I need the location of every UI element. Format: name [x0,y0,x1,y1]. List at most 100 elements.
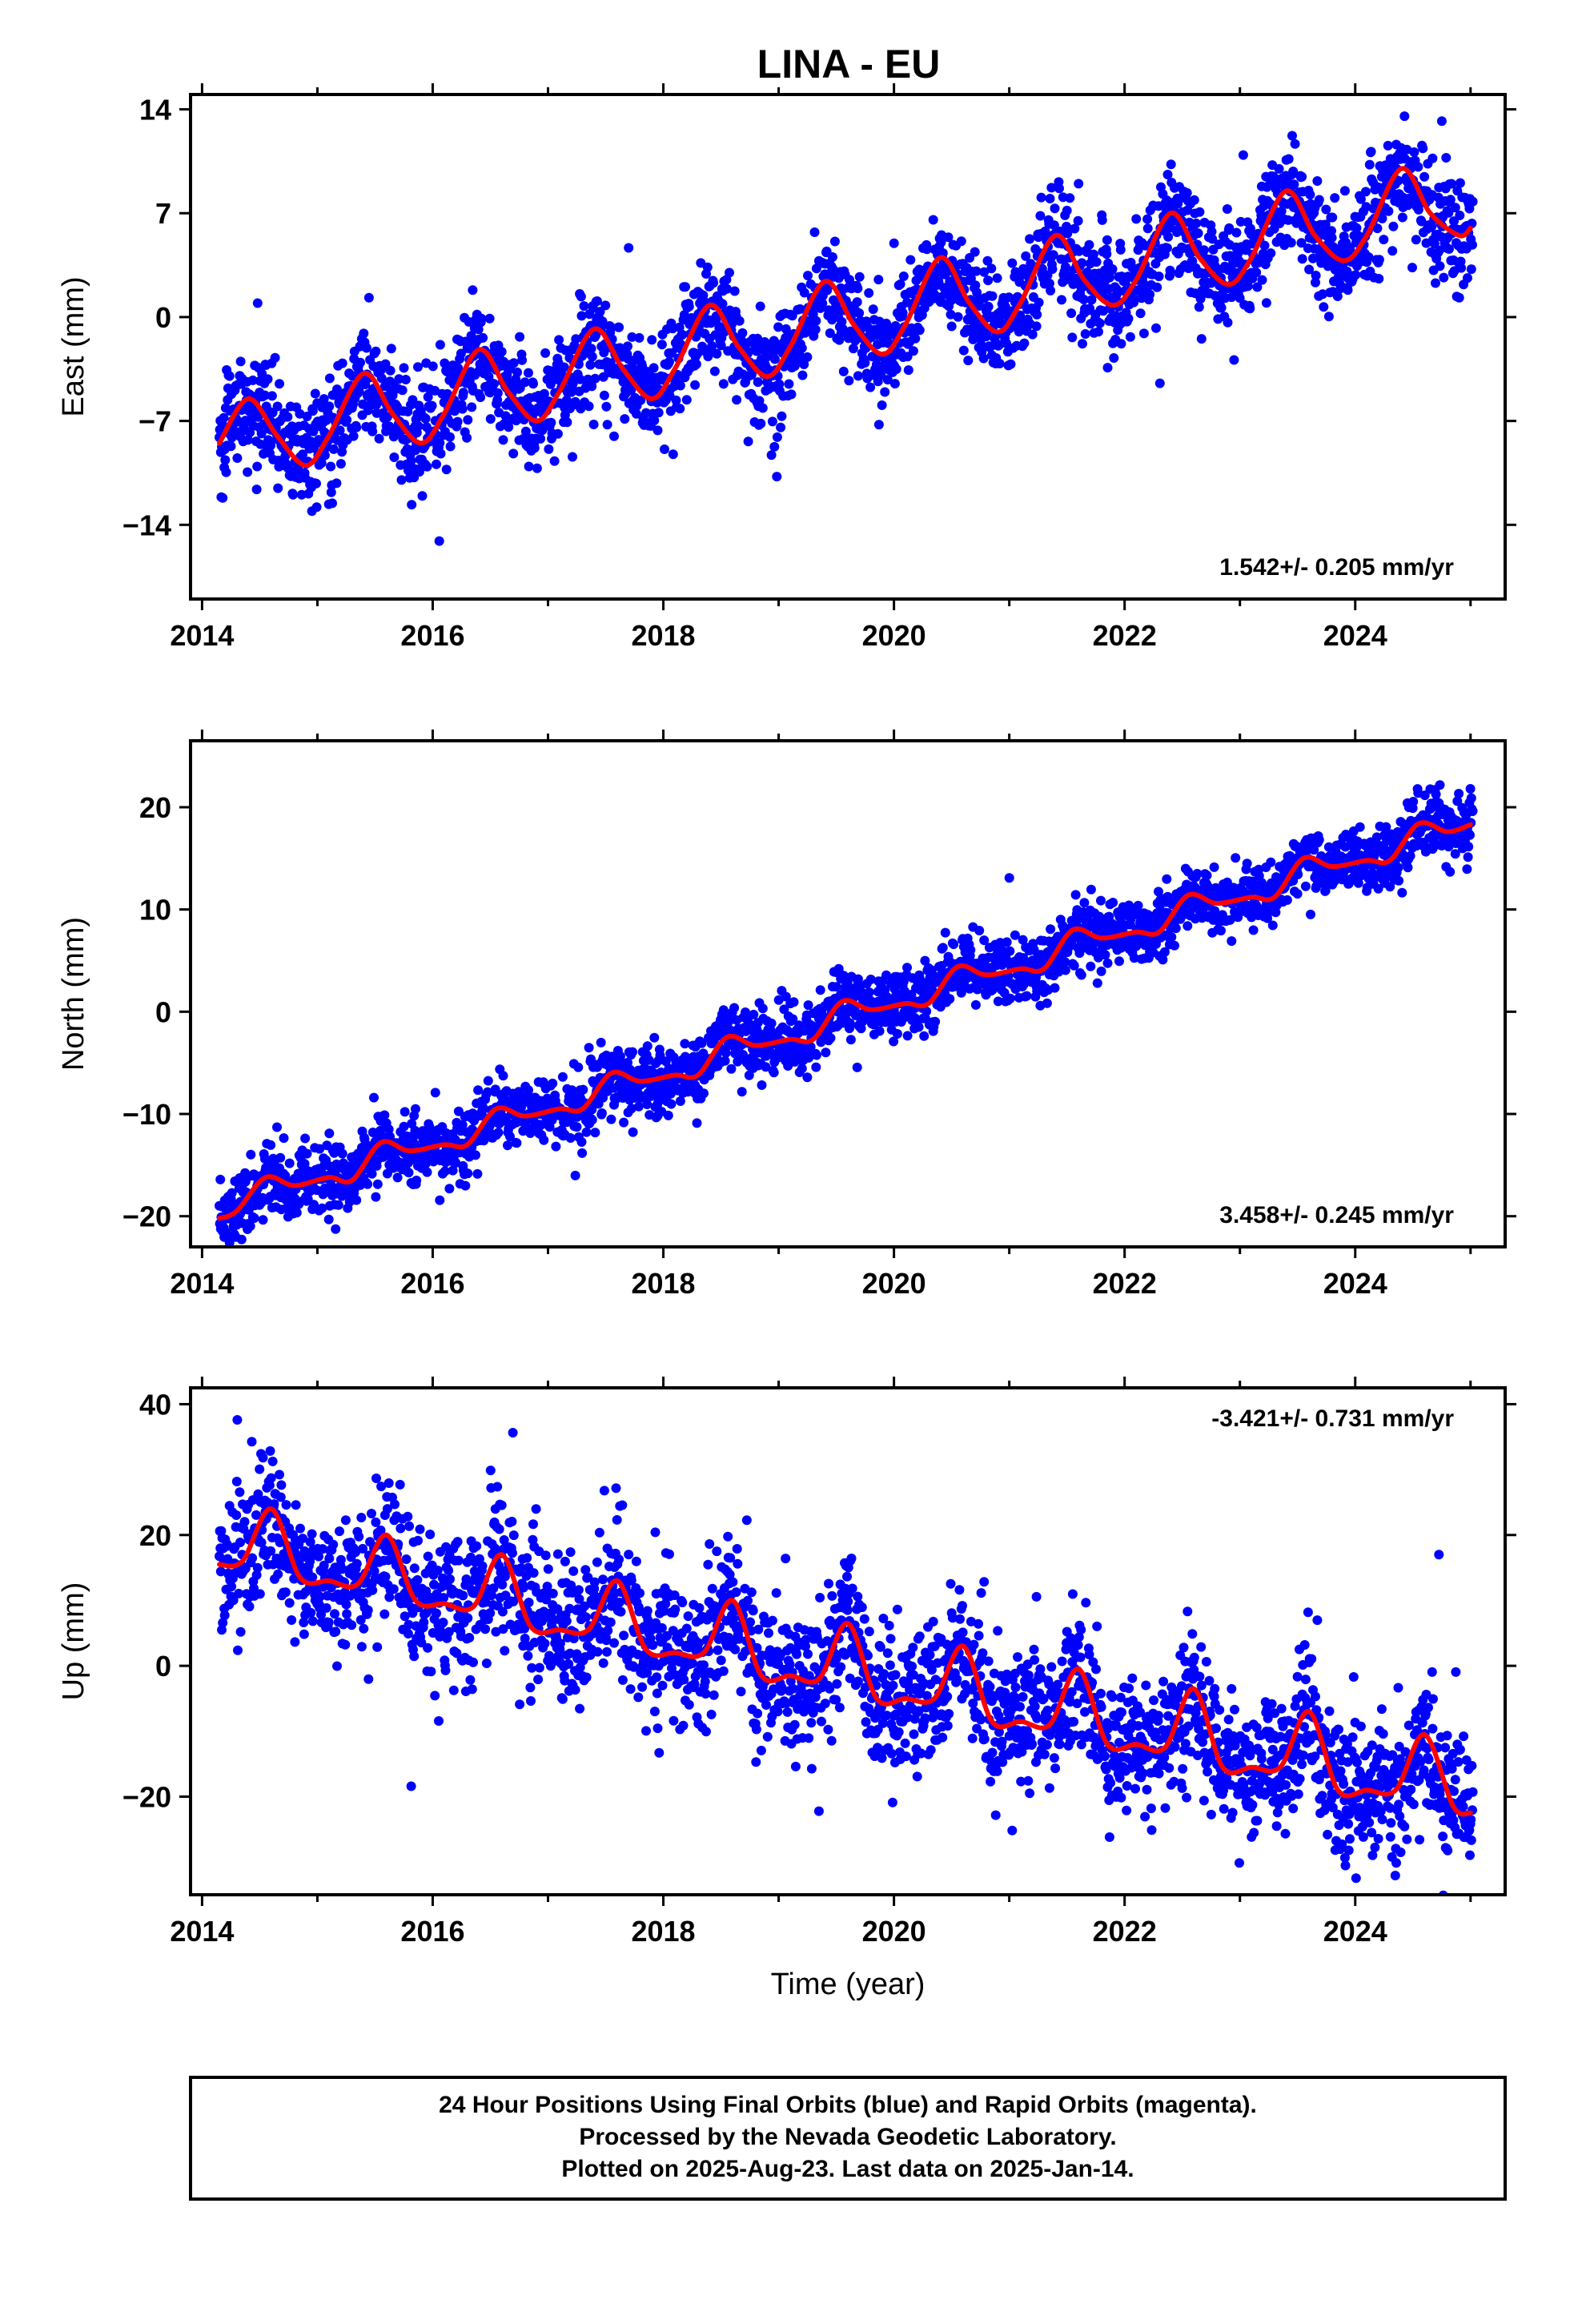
east-point [441,464,452,475]
east-point [679,310,689,320]
east-point [544,444,554,454]
east-point [1027,329,1038,340]
east-point [1074,246,1084,256]
east-point [1131,214,1142,224]
east-point [1125,332,1135,342]
north-point [757,1003,768,1014]
x-tick-label: 2022 [1093,619,1157,652]
east-point [450,406,460,416]
east-point [432,459,441,469]
east-point [860,358,870,368]
north-point [1227,936,1237,947]
east-point [696,258,706,268]
east-point [1360,187,1371,197]
east-point [897,308,908,318]
north-point [572,1122,582,1132]
east-point [1021,251,1031,261]
east-point [1418,143,1428,154]
north-point [1069,960,1079,971]
north-point [721,1047,731,1058]
north-point [666,1099,677,1109]
east-point [1372,223,1383,234]
north-point [444,1184,455,1194]
east-point [732,395,742,405]
east-point [627,332,637,342]
east-point [972,287,982,298]
east-point [1454,292,1464,303]
east-point [825,328,835,338]
east-point [1456,263,1467,273]
north-point [1074,948,1085,959]
east-point [1443,207,1454,218]
east-point [914,325,925,336]
east-point [376,373,387,384]
east-point [970,247,980,257]
east-point [797,343,807,353]
north-point [570,1170,580,1180]
x-tick-label: 2020 [862,619,926,652]
east-point [656,340,667,350]
east-point [1163,231,1174,242]
east-point [946,321,957,332]
east-point [702,262,713,272]
east-point [1327,226,1336,236]
north-point [1005,993,1015,1003]
north-point [628,1127,638,1137]
east-point [681,395,692,405]
north-point [1010,930,1020,940]
north-point [323,1214,334,1224]
y-tick-label: −14 [122,509,171,541]
east-point [1104,272,1114,283]
east-point [1154,271,1164,282]
east-point [1445,195,1456,205]
east-point [1165,265,1175,275]
north-point [949,939,959,950]
east-point [224,371,235,381]
east-point [772,472,782,482]
east-point [889,238,899,248]
east-point [1327,212,1338,223]
east-point [1305,190,1315,200]
east-point [463,415,473,425]
east-point [386,344,396,354]
north-point [1166,932,1177,943]
east-point [1288,167,1299,176]
east-point [1166,159,1176,170]
north-point [1192,869,1203,879]
east-point [987,291,998,301]
north-point [902,1031,913,1041]
east-point [776,422,786,432]
north-point [993,996,1003,1007]
east-point [335,425,345,436]
east-point [660,444,669,454]
east-point [1377,213,1387,223]
east-fit-line [217,166,1473,468]
north-point [1002,937,1012,947]
east-point [769,441,780,452]
east-point [852,297,862,308]
north-point [926,965,937,975]
east-point [328,444,339,454]
north-point [460,1180,471,1191]
east-point [385,365,396,376]
north-point [680,1039,690,1049]
east-y-axis-label: East (mm) [57,276,90,416]
east-point [590,373,600,384]
north-point [371,1192,381,1202]
east-point [1207,227,1217,237]
north-point [1182,921,1193,931]
east-point [1102,249,1112,259]
east-point [1138,277,1148,287]
east-point [359,328,369,339]
east-point [1439,272,1449,283]
north-point [940,927,950,938]
north-point [383,1124,394,1135]
east-point [1191,219,1202,228]
east-point [712,348,722,359]
east-point [489,379,499,389]
east-point [288,489,298,500]
east-point [838,366,849,376]
north-point [726,1063,737,1074]
east-point [1429,239,1439,249]
east-point [331,478,342,489]
